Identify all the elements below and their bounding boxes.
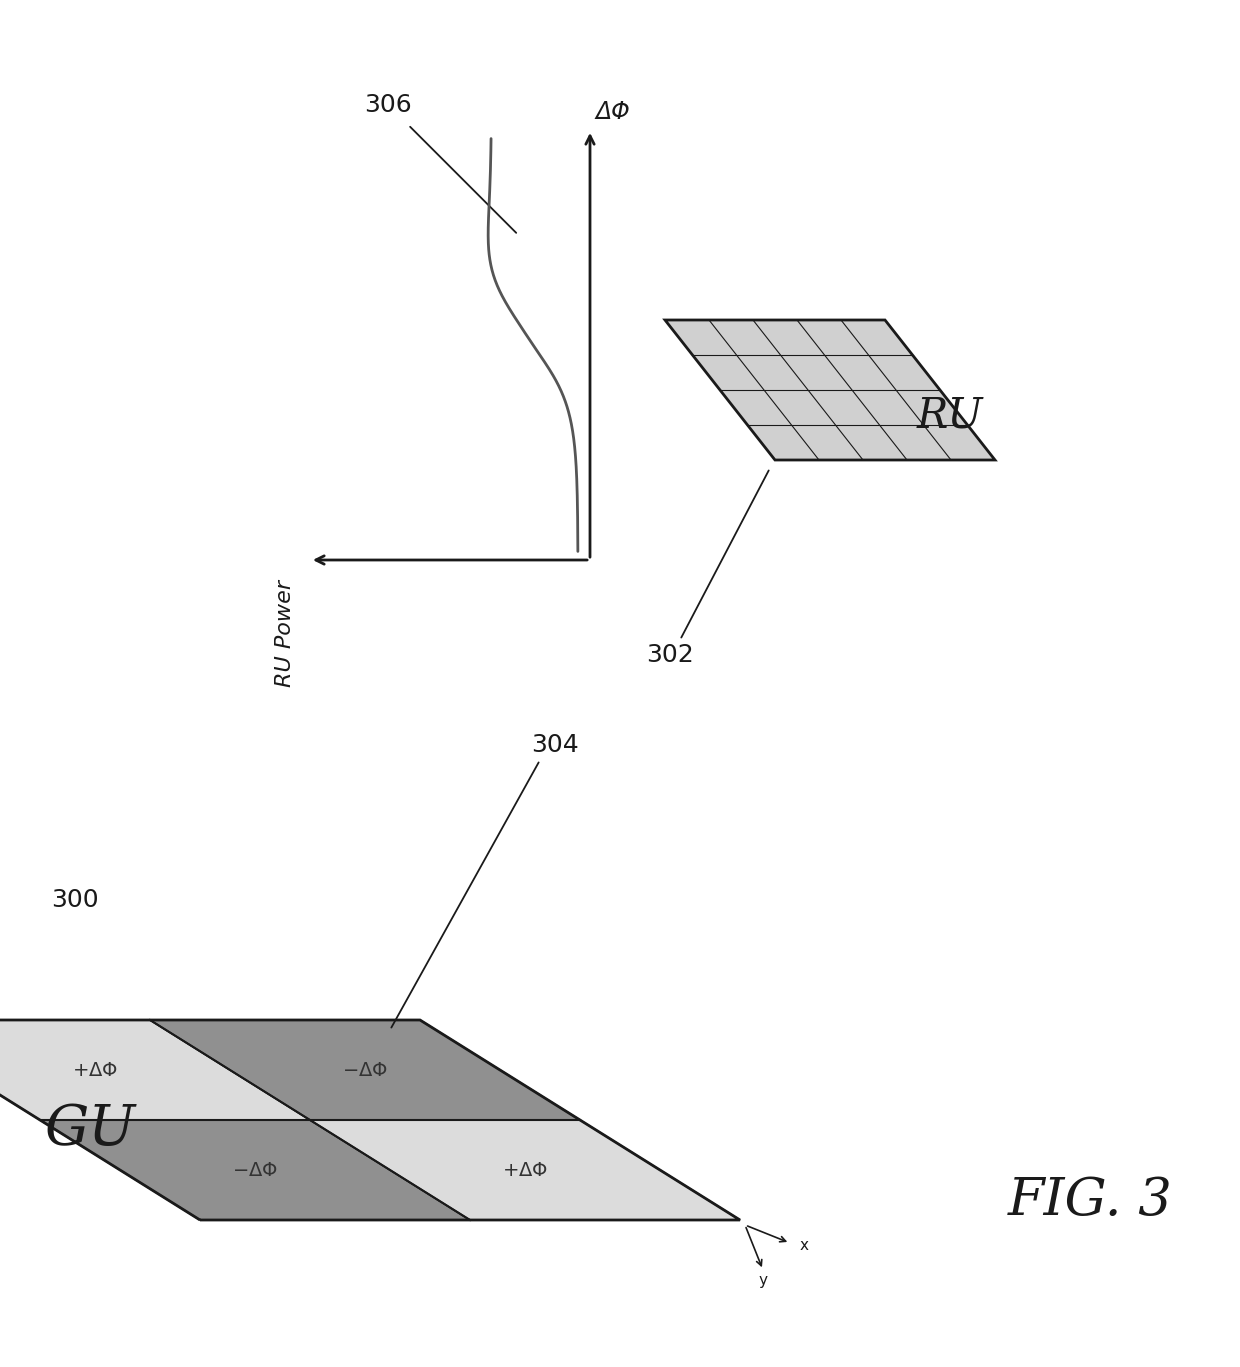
Polygon shape bbox=[150, 1020, 580, 1120]
Polygon shape bbox=[0, 1020, 310, 1120]
Text: y: y bbox=[759, 1273, 768, 1288]
Text: ΔΦ: ΔΦ bbox=[595, 100, 630, 124]
Text: $+\Delta\Phi$: $+\Delta\Phi$ bbox=[72, 1061, 118, 1080]
Text: 304: 304 bbox=[531, 733, 579, 757]
Text: $+\Delta\Phi$: $+\Delta\Phi$ bbox=[502, 1161, 548, 1180]
Text: x: x bbox=[800, 1237, 808, 1252]
Polygon shape bbox=[665, 320, 994, 461]
Text: FIG. 3: FIG. 3 bbox=[1008, 1174, 1172, 1225]
Text: $-\Delta\Phi$: $-\Delta\Phi$ bbox=[342, 1061, 388, 1080]
Text: GU: GU bbox=[45, 1103, 135, 1158]
Text: 306: 306 bbox=[365, 93, 412, 116]
Text: 300: 300 bbox=[51, 889, 99, 912]
Polygon shape bbox=[310, 1120, 740, 1219]
Text: RU Power: RU Power bbox=[275, 580, 295, 688]
Text: $-\Delta\Phi$: $-\Delta\Phi$ bbox=[232, 1161, 278, 1180]
Text: 302: 302 bbox=[646, 642, 694, 667]
Text: RU: RU bbox=[916, 394, 983, 436]
Polygon shape bbox=[40, 1120, 470, 1219]
